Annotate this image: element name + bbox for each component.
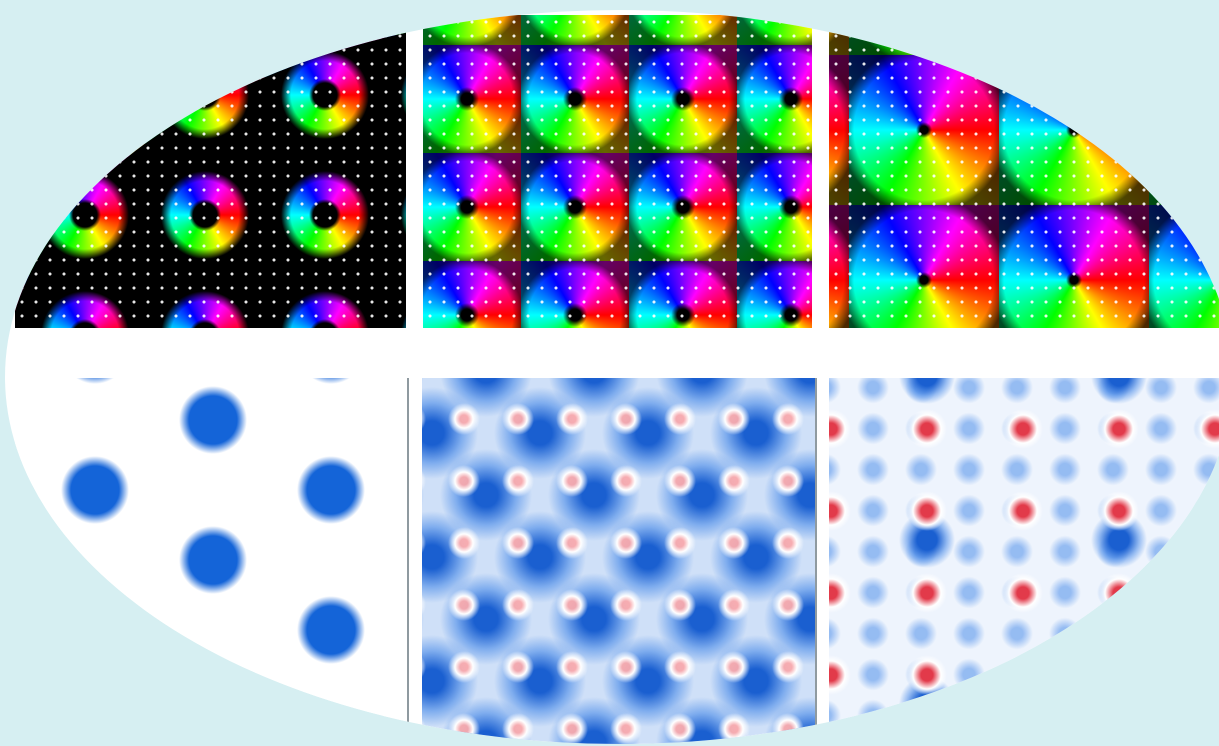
skyrmion-panel (15, 15, 406, 328)
panel-separator (407, 378, 409, 744)
density-panel (829, 378, 1219, 744)
panel-separator (815, 378, 817, 744)
skyrmion-panel (829, 15, 1219, 328)
oval-frame (5, 10, 1219, 744)
skyrmion-panel (423, 15, 812, 328)
density-panel (422, 378, 815, 744)
density-panel (15, 378, 408, 744)
